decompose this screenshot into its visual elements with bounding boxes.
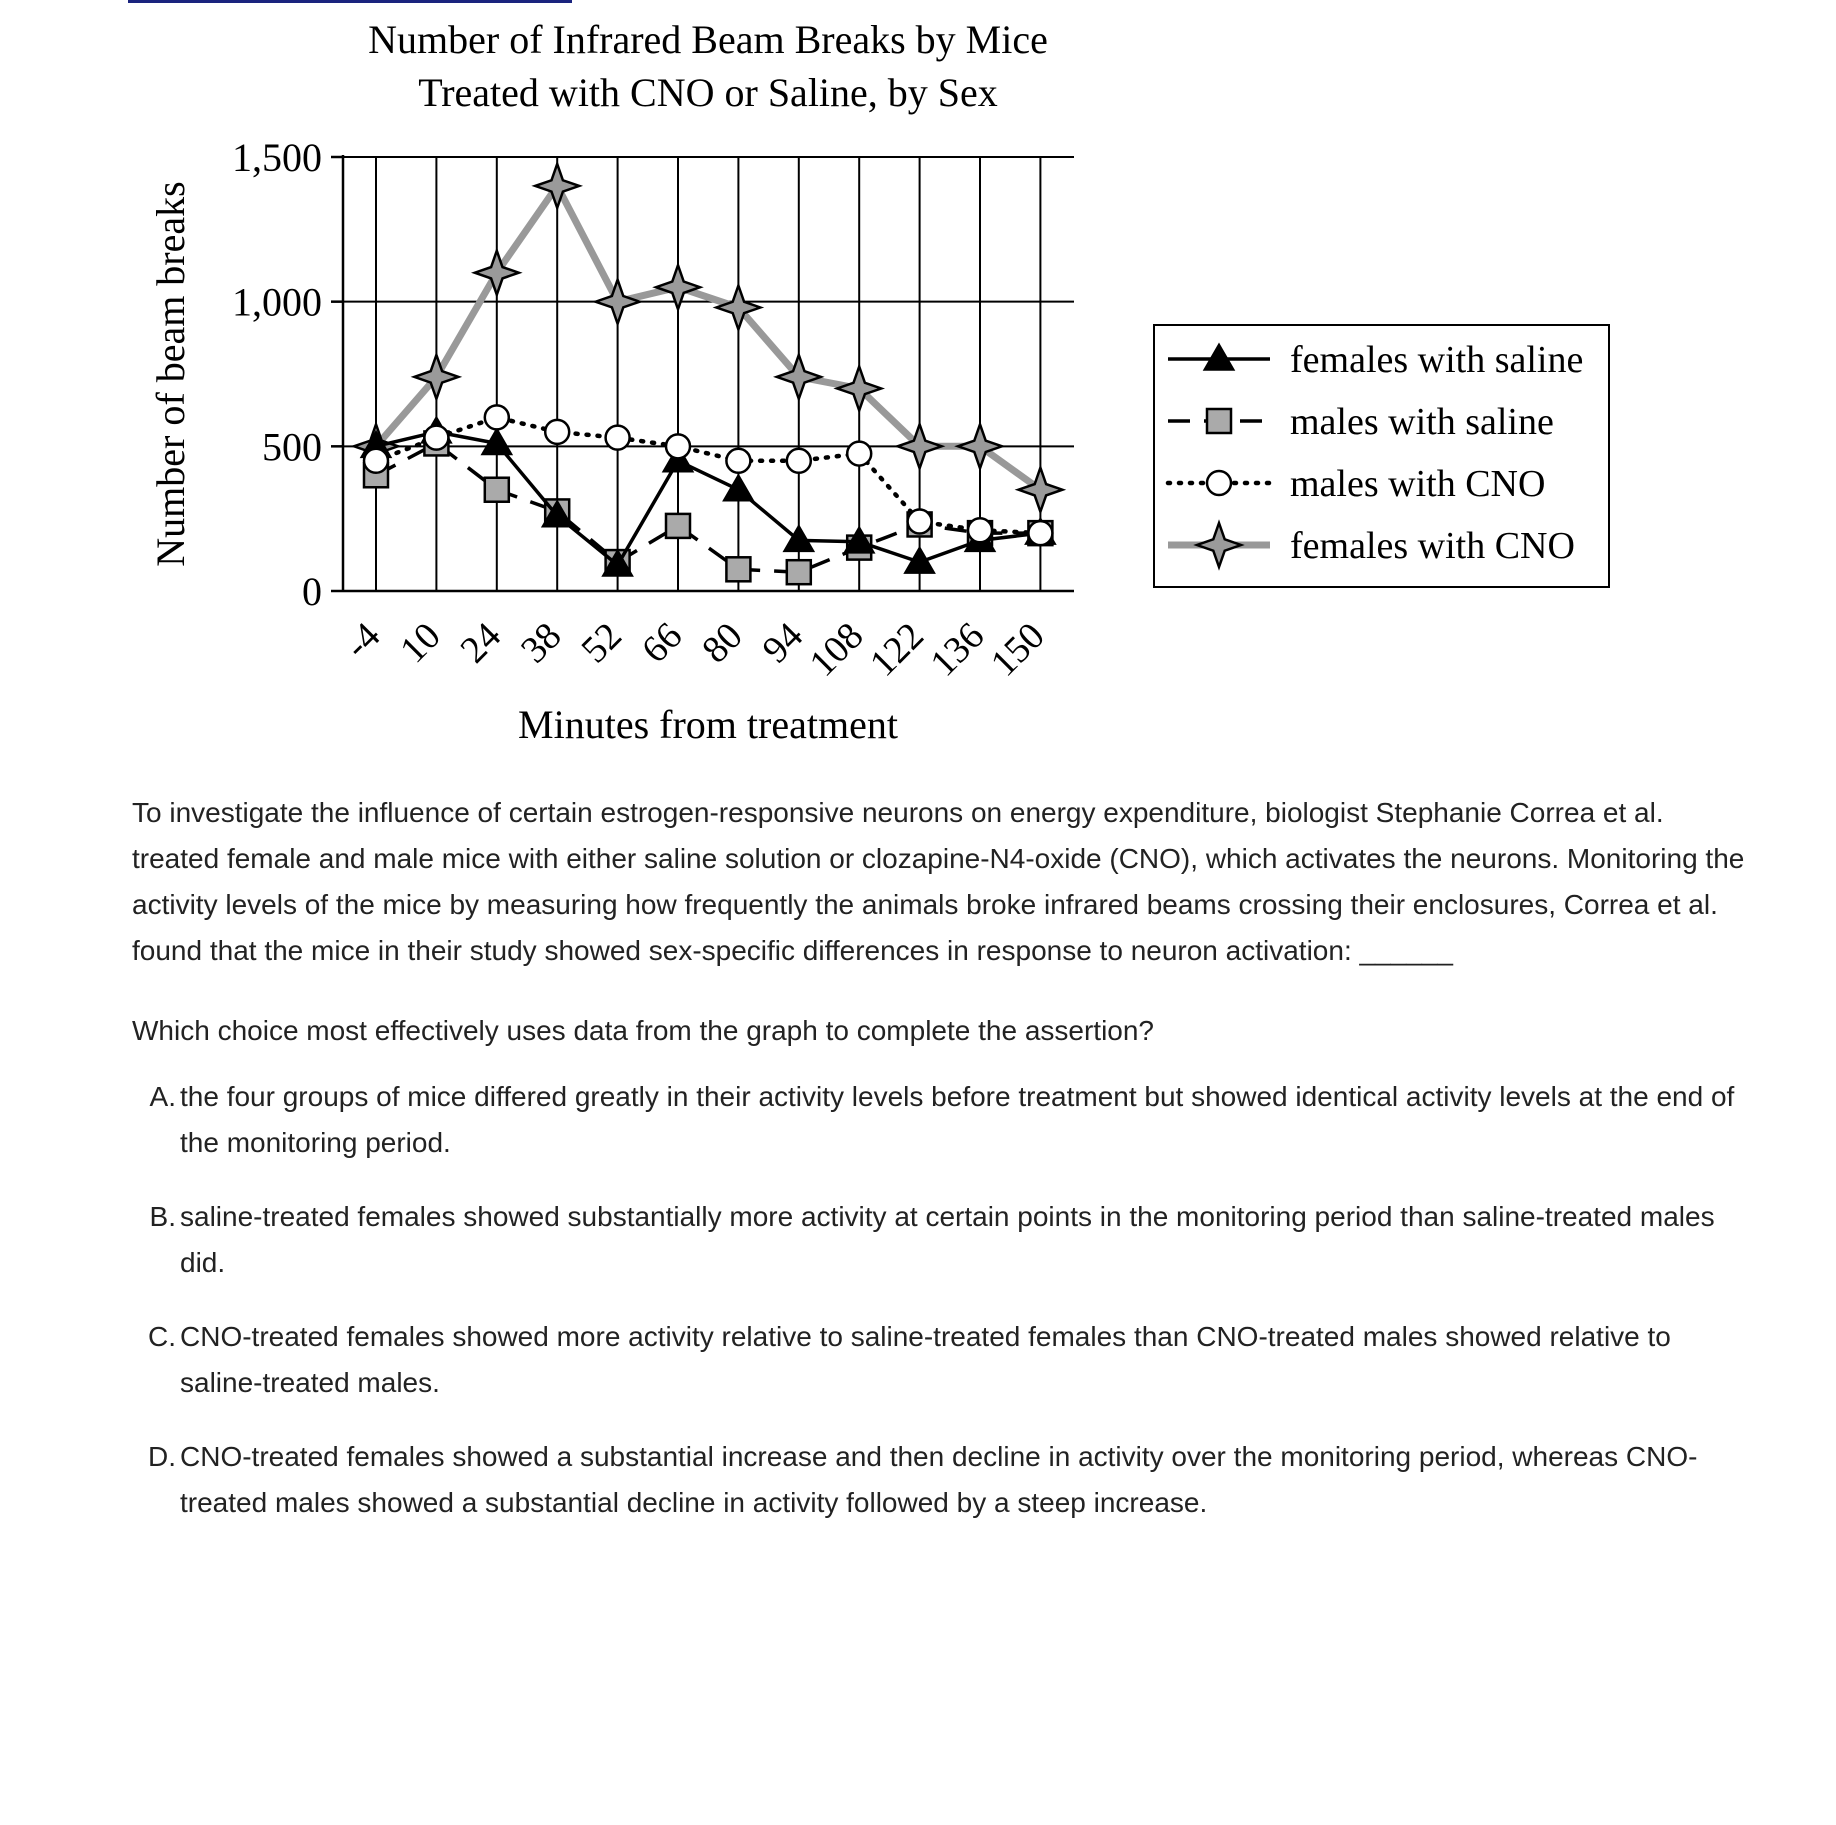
- series-females-with-saline: [359, 415, 1057, 577]
- square-marker: [664, 512, 692, 540]
- choice-a[interactable]: A. the four groups of mice differed grea…: [132, 1074, 1752, 1166]
- legend-item: females with saline: [1168, 339, 1583, 381]
- series-line: [373, 182, 1043, 493]
- circle-marker: [1205, 469, 1233, 497]
- legend: females with saline males with saline male…: [1153, 324, 1610, 588]
- square-marker: [785, 558, 813, 586]
- x-tick-label: 150: [983, 615, 1053, 685]
- triangle-marker: [842, 525, 876, 554]
- chart-title: Number of Infrared Beam Breaks by Mice T…: [368, 17, 1048, 115]
- choice-text: the four groups of mice differed greatly…: [180, 1081, 1735, 1158]
- choice-letter: D.: [148, 1441, 176, 1472]
- star-marker: [954, 420, 1006, 473]
- triangle-marker: [1202, 342, 1236, 371]
- y-tick-label: 500: [262, 424, 322, 469]
- chart-title-line-1: Number of Infrared Beam Breaks by Mice: [368, 17, 1048, 62]
- square-marker: [483, 476, 511, 503]
- legend-label: males with saline: [1290, 401, 1554, 443]
- legend-label: females with CNO: [1290, 525, 1575, 567]
- star-marker: [591, 275, 644, 328]
- circle-marker: [362, 447, 390, 475]
- question-area: To investigate the influence of certain …: [132, 790, 1752, 1526]
- circle-marker: [725, 447, 752, 475]
- circle-marker: [785, 447, 813, 475]
- series-line: [375, 430, 1041, 567]
- x-tick-label: 10: [392, 615, 449, 672]
- square-marker: [1205, 407, 1233, 435]
- circle-marker: [845, 440, 873, 467]
- star-marker: [652, 261, 704, 313]
- circle-marker: [1027, 519, 1054, 547]
- top-rule: [128, 0, 572, 3]
- circle-marker: [664, 433, 692, 460]
- triangle-marker: [601, 548, 634, 577]
- x-axis-label: Minutes from treatment: [518, 702, 898, 747]
- circle-marker: [483, 404, 511, 431]
- choice-letter: C.: [148, 1321, 176, 1352]
- choice-text: saline-treated females showed substantia…: [180, 1201, 1715, 1278]
- circle-marker: [543, 418, 571, 446]
- triangle-marker: [782, 523, 816, 553]
- axes: [331, 155, 1074, 593]
- y-tick-label: 1,000: [232, 280, 322, 325]
- passage-text: To investigate the influence of certain …: [132, 797, 1745, 966]
- chart: Number of Infrared Beam Breaks by Mice T…: [148, 17, 1610, 747]
- star-marker: [773, 351, 825, 403]
- star-marker: [410, 351, 463, 403]
- choice-b[interactable]: B. saline-treated females showed substan…: [132, 1194, 1752, 1286]
- question-prompt: Which choice most effectively uses data …: [132, 1015, 1154, 1046]
- x-tick-label: 38: [513, 615, 570, 672]
- x-tick-label: 94: [755, 615, 812, 672]
- legend-item: males with saline: [1168, 401, 1554, 443]
- choice-c[interactable]: C. CNO-treated females showed more activ…: [132, 1314, 1752, 1406]
- x-tick-label: 80: [694, 615, 751, 672]
- y-tick-label: 1,500: [232, 135, 322, 180]
- chart-title-line-2: Treated with CNO or Saline, by Sex: [418, 70, 998, 115]
- legend-item: males with CNO: [1165, 463, 1545, 505]
- answer-choices: A. the four groups of mice differed grea…: [132, 1074, 1752, 1526]
- series-males-with-CNO: [362, 404, 1054, 547]
- star-marker: [470, 246, 523, 299]
- star-marker: [712, 281, 765, 334]
- x-tick-label: 122: [862, 615, 932, 685]
- star-marker: [531, 160, 584, 212]
- triangle-marker: [540, 499, 574, 528]
- legend-item: females with CNO: [1168, 519, 1575, 571]
- x-tick-label: 108: [802, 615, 872, 685]
- y-tick-labels: 0 500 1,000 1,500: [232, 135, 322, 614]
- choice-d[interactable]: D. CNO-treated females showed a substant…: [132, 1434, 1752, 1526]
- choice-text: CNO-treated females showed a substantial…: [180, 1441, 1698, 1518]
- circle-marker: [604, 424, 631, 451]
- choice-letter: A.: [149, 1081, 176, 1112]
- circle-marker: [966, 516, 994, 544]
- legend-label: females with saline: [1290, 339, 1583, 381]
- star-marker: [1014, 463, 1067, 516]
- series-females-with-CNO: [350, 160, 1067, 516]
- x-tick-label: 136: [922, 615, 992, 685]
- circle-marker: [906, 508, 933, 535]
- y-tick-label: 0: [302, 569, 322, 614]
- circle-marker: [423, 424, 450, 451]
- star-marker: [833, 362, 886, 415]
- x-tick-label: 66: [634, 615, 691, 672]
- legend-label: males with CNO: [1290, 463, 1545, 505]
- triangle-marker: [480, 426, 514, 456]
- y-axis-label: Number of beam breaks: [148, 181, 193, 566]
- choice-letter: B.: [149, 1201, 176, 1232]
- square-marker: [725, 556, 752, 583]
- x-tick-label: 24: [453, 615, 510, 672]
- triangle-marker: [722, 473, 755, 502]
- star-marker: [1193, 519, 1245, 571]
- x-tick-label: -4: [336, 615, 388, 667]
- x-tick-label: 52: [573, 615, 630, 672]
- series-layer: [350, 160, 1067, 586]
- triangle-marker: [903, 545, 936, 574]
- choice-text: CNO-treated females showed more activity…: [180, 1321, 1671, 1398]
- star-marker: [893, 420, 946, 473]
